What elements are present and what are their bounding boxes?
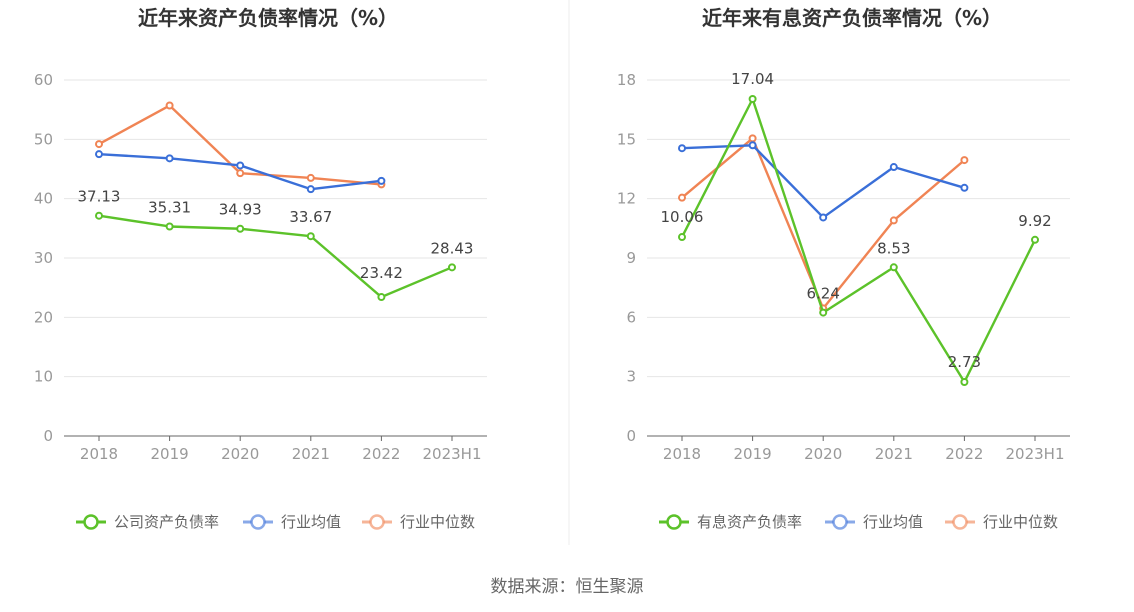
chart-title: 近年来有息资产负债率情况（%） xyxy=(702,6,1002,30)
legend-label: 有息资产负债率 xyxy=(697,513,802,531)
data-label: 17.04 xyxy=(731,70,774,88)
legend-marker-icon xyxy=(832,514,848,530)
y-tick-label: 18 xyxy=(617,71,636,89)
legend-label: 公司资产负债率 xyxy=(114,513,219,531)
source-note: 数据来源：恒生聚源 xyxy=(491,577,644,597)
data-point xyxy=(95,211,103,220)
y-tick-label: 40 xyxy=(34,190,53,208)
data-point xyxy=(960,183,969,192)
data-label: 33.67 xyxy=(289,208,332,226)
data-point xyxy=(748,141,757,150)
data-label: 9.92 xyxy=(1018,212,1051,230)
data-label: 6.24 xyxy=(806,285,839,303)
x-tick-label: 2021 xyxy=(292,445,330,463)
data-point xyxy=(448,263,456,272)
data-point xyxy=(377,293,386,302)
data-point xyxy=(748,94,757,103)
y-tick-label: 6 xyxy=(626,308,636,326)
legend-item-1[interactable]: 行业均值 xyxy=(825,513,923,531)
data-label: 28.43 xyxy=(431,239,474,257)
y-tick-label: 20 xyxy=(34,308,53,326)
data-point xyxy=(95,150,103,159)
data-label: 23.42 xyxy=(360,264,403,282)
data-point xyxy=(889,263,898,272)
data-point xyxy=(95,140,103,149)
x-tick-label: 2021 xyxy=(875,445,913,463)
x-tick-label: 2020 xyxy=(221,445,259,463)
series-line-0 xyxy=(98,214,453,299)
legend-marker-icon xyxy=(952,514,968,530)
data-point xyxy=(236,169,245,178)
series-line-0 xyxy=(680,97,1037,384)
legend-label: 行业中位数 xyxy=(983,513,1058,531)
y-tick-label: 9 xyxy=(626,249,636,267)
data-point xyxy=(306,185,315,194)
x-tick-label: 2022 xyxy=(362,445,400,463)
data-point xyxy=(306,173,315,182)
legend-label: 行业中位数 xyxy=(400,513,475,531)
legend-item-2[interactable]: 行业中位数 xyxy=(362,513,475,531)
data-point xyxy=(748,134,757,143)
data-point xyxy=(678,233,686,242)
debt-ratio-chart: 近年来资产负债率情况（%） 0 10 20 30 40 50 60 2018 2019 2020 20… xyxy=(34,6,487,531)
y-tick-label: 30 xyxy=(34,249,53,267)
data-label: 35.31 xyxy=(148,198,191,216)
data-point xyxy=(236,224,245,233)
legend-item-1[interactable]: 行业均值 xyxy=(243,513,341,531)
data-point xyxy=(889,216,898,225)
y-tick-label: 0 xyxy=(43,427,53,445)
x-tick-label: 2022 xyxy=(945,445,983,463)
data-point xyxy=(306,232,315,241)
data-point xyxy=(165,222,174,231)
legend-label: 行业均值 xyxy=(863,513,923,531)
legend-label: 行业均值 xyxy=(281,513,341,531)
legend-marker-icon xyxy=(369,514,385,530)
data-label: 8.53 xyxy=(877,239,910,257)
data-point xyxy=(1031,235,1039,244)
x-tick-label: 2023H1 xyxy=(423,445,482,463)
series-line-2 xyxy=(681,137,966,310)
y-tick-label: 0 xyxy=(626,427,636,445)
y-tick-label: 10 xyxy=(34,368,53,386)
chart-title: 近年来资产负债率情况（%） xyxy=(138,6,398,30)
legend-marker-icon xyxy=(666,514,682,530)
data-label: 37.13 xyxy=(78,188,121,206)
x-tick-label: 2023H1 xyxy=(1006,445,1065,463)
data-point xyxy=(165,154,174,163)
data-point xyxy=(678,193,686,202)
data-point xyxy=(165,101,174,110)
x-tick-label: 2018 xyxy=(80,445,118,463)
y-tick-label: 12 xyxy=(617,190,636,208)
data-point xyxy=(960,156,969,165)
y-tick-label: 3 xyxy=(626,368,636,386)
y-tick-label: 50 xyxy=(34,130,53,148)
legend-item-0[interactable]: 有息资产负债率 xyxy=(659,513,802,531)
data-point xyxy=(819,213,828,222)
data-label: 10.06 xyxy=(661,208,704,226)
legend-marker-icon xyxy=(83,514,99,530)
data-point xyxy=(960,378,969,387)
data-point xyxy=(678,144,686,153)
data-point xyxy=(819,308,828,317)
x-tick-label: 2018 xyxy=(663,445,701,463)
legend-item-2[interactable]: 行业中位数 xyxy=(945,513,1058,531)
y-tick-label: 60 xyxy=(34,71,53,89)
data-label: 2.73 xyxy=(948,353,981,371)
data-label: 34.93 xyxy=(219,201,262,219)
x-tick-label: 2019 xyxy=(734,445,772,463)
data-point xyxy=(889,163,898,172)
interest-debt-ratio-chart: 近年来有息资产负债率情况（%） 0 3 6 9 12 15 18 2018 2019 2020 202… xyxy=(617,6,1070,531)
y-tick-label: 15 xyxy=(617,130,636,148)
legend-marker-icon xyxy=(250,514,266,530)
x-tick-label: 2020 xyxy=(804,445,842,463)
legend-item-0[interactable]: 公司资产负债率 xyxy=(76,513,219,531)
data-point xyxy=(236,161,245,170)
x-tick-label: 2019 xyxy=(151,445,189,463)
data-point xyxy=(377,176,386,185)
